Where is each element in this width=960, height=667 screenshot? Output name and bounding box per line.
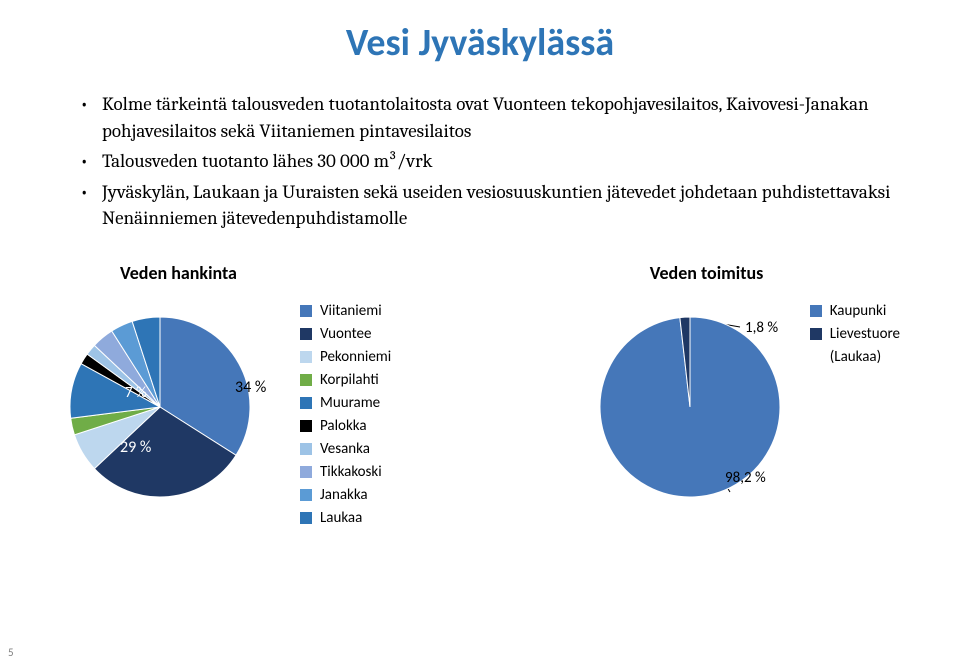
legend-swatch (300, 466, 312, 478)
bullet-list: Kolme tärkeintä talousveden tuotantolait… (50, 91, 910, 232)
legend-item: Kaupunki (810, 302, 900, 320)
legend-label: Lievestuore (830, 325, 900, 343)
legend-label: Palokka (320, 417, 367, 435)
charts-row: Veden hankinta 7 % 29 % 34 % Viitaniemi Vuo… (50, 262, 910, 527)
legend-item: Viitaniemi (300, 302, 391, 320)
pie-label: 7 % (125, 384, 147, 402)
bullet-item: Talousveden tuotanto lähes 30 000 m³/vrk (80, 148, 910, 175)
legend-item: Janakka (300, 486, 391, 504)
legend-swatch (300, 397, 312, 409)
legend-label: Pekonniemi (320, 348, 391, 366)
page-number: 5 (8, 646, 14, 659)
page-title: Vesi Jyväskylässä (50, 20, 910, 66)
legend-label: Vuontee (320, 325, 371, 343)
legend-label: Kaupunki (830, 302, 887, 320)
legend-label: Viitaniemi (320, 302, 382, 320)
legend-swatch (300, 420, 312, 432)
legend-swatch (300, 512, 312, 524)
legend-item: Vesanka (300, 440, 391, 458)
legend-item: Pekonniemi (300, 348, 391, 366)
pie-chart-toimitus: 1,8 % 98,2 % (590, 292, 790, 522)
legend-swatch (810, 305, 822, 317)
legend-label: Tikkakoski (320, 463, 382, 481)
legend-swatch (300, 489, 312, 501)
legend-hankinta: Viitaniemi Vuontee Pekonniemi Korpilahti Muu… (300, 302, 391, 527)
pie-chart-hankinta: 7 % 29 % 34 % (60, 292, 280, 522)
bullet-item: Kolme tärkeintä talousveden tuotantolait… (80, 91, 910, 144)
legend-item: Palokka (300, 417, 391, 435)
legend-label: Korpilahti (320, 371, 379, 389)
legend-swatch (300, 443, 312, 455)
chart2-title: Veden toimitus (650, 262, 900, 284)
pie-label: 1,8 % (745, 319, 778, 337)
chart-veden-toimitus: Veden toimitus 1,8 % 98,2 % Kaupunki Lieve… (590, 262, 900, 527)
legend-label: Vesanka (320, 440, 370, 458)
legend-item: Lievestuore (810, 325, 900, 343)
legend-swatch (300, 328, 312, 340)
legend-item: Laukaa (300, 509, 391, 527)
legend-label: Muurame (320, 394, 380, 412)
pie-label: 29 % (120, 438, 151, 457)
legend-label: Laukaa (320, 509, 362, 527)
bullet-item: Jyväskylän, Laukaan ja Uuraisten sekä us… (80, 179, 910, 232)
legend-swatch (810, 328, 822, 340)
legend-swatch (300, 305, 312, 317)
legend-item: Tikkakoski (300, 463, 391, 481)
chart1-title: Veden hankinta (120, 262, 391, 284)
legend-item: Korpilahti (300, 371, 391, 389)
legend-swatch (300, 351, 312, 363)
chart-veden-hankinta: Veden hankinta 7 % 29 % 34 % Viitaniemi Vuo… (60, 262, 391, 527)
legend-label: Janakka (320, 486, 368, 504)
legend-item: Muurame (300, 394, 391, 412)
legend-paren: (Laukaa) (830, 348, 900, 366)
pie-label: 98,2 % (725, 469, 766, 487)
legend-swatch (300, 374, 312, 386)
legend-item: Vuontee (300, 325, 391, 343)
legend-toimitus: Kaupunki Lievestuore (Laukaa) (810, 302, 900, 366)
pie-label: 34 % (235, 378, 266, 397)
